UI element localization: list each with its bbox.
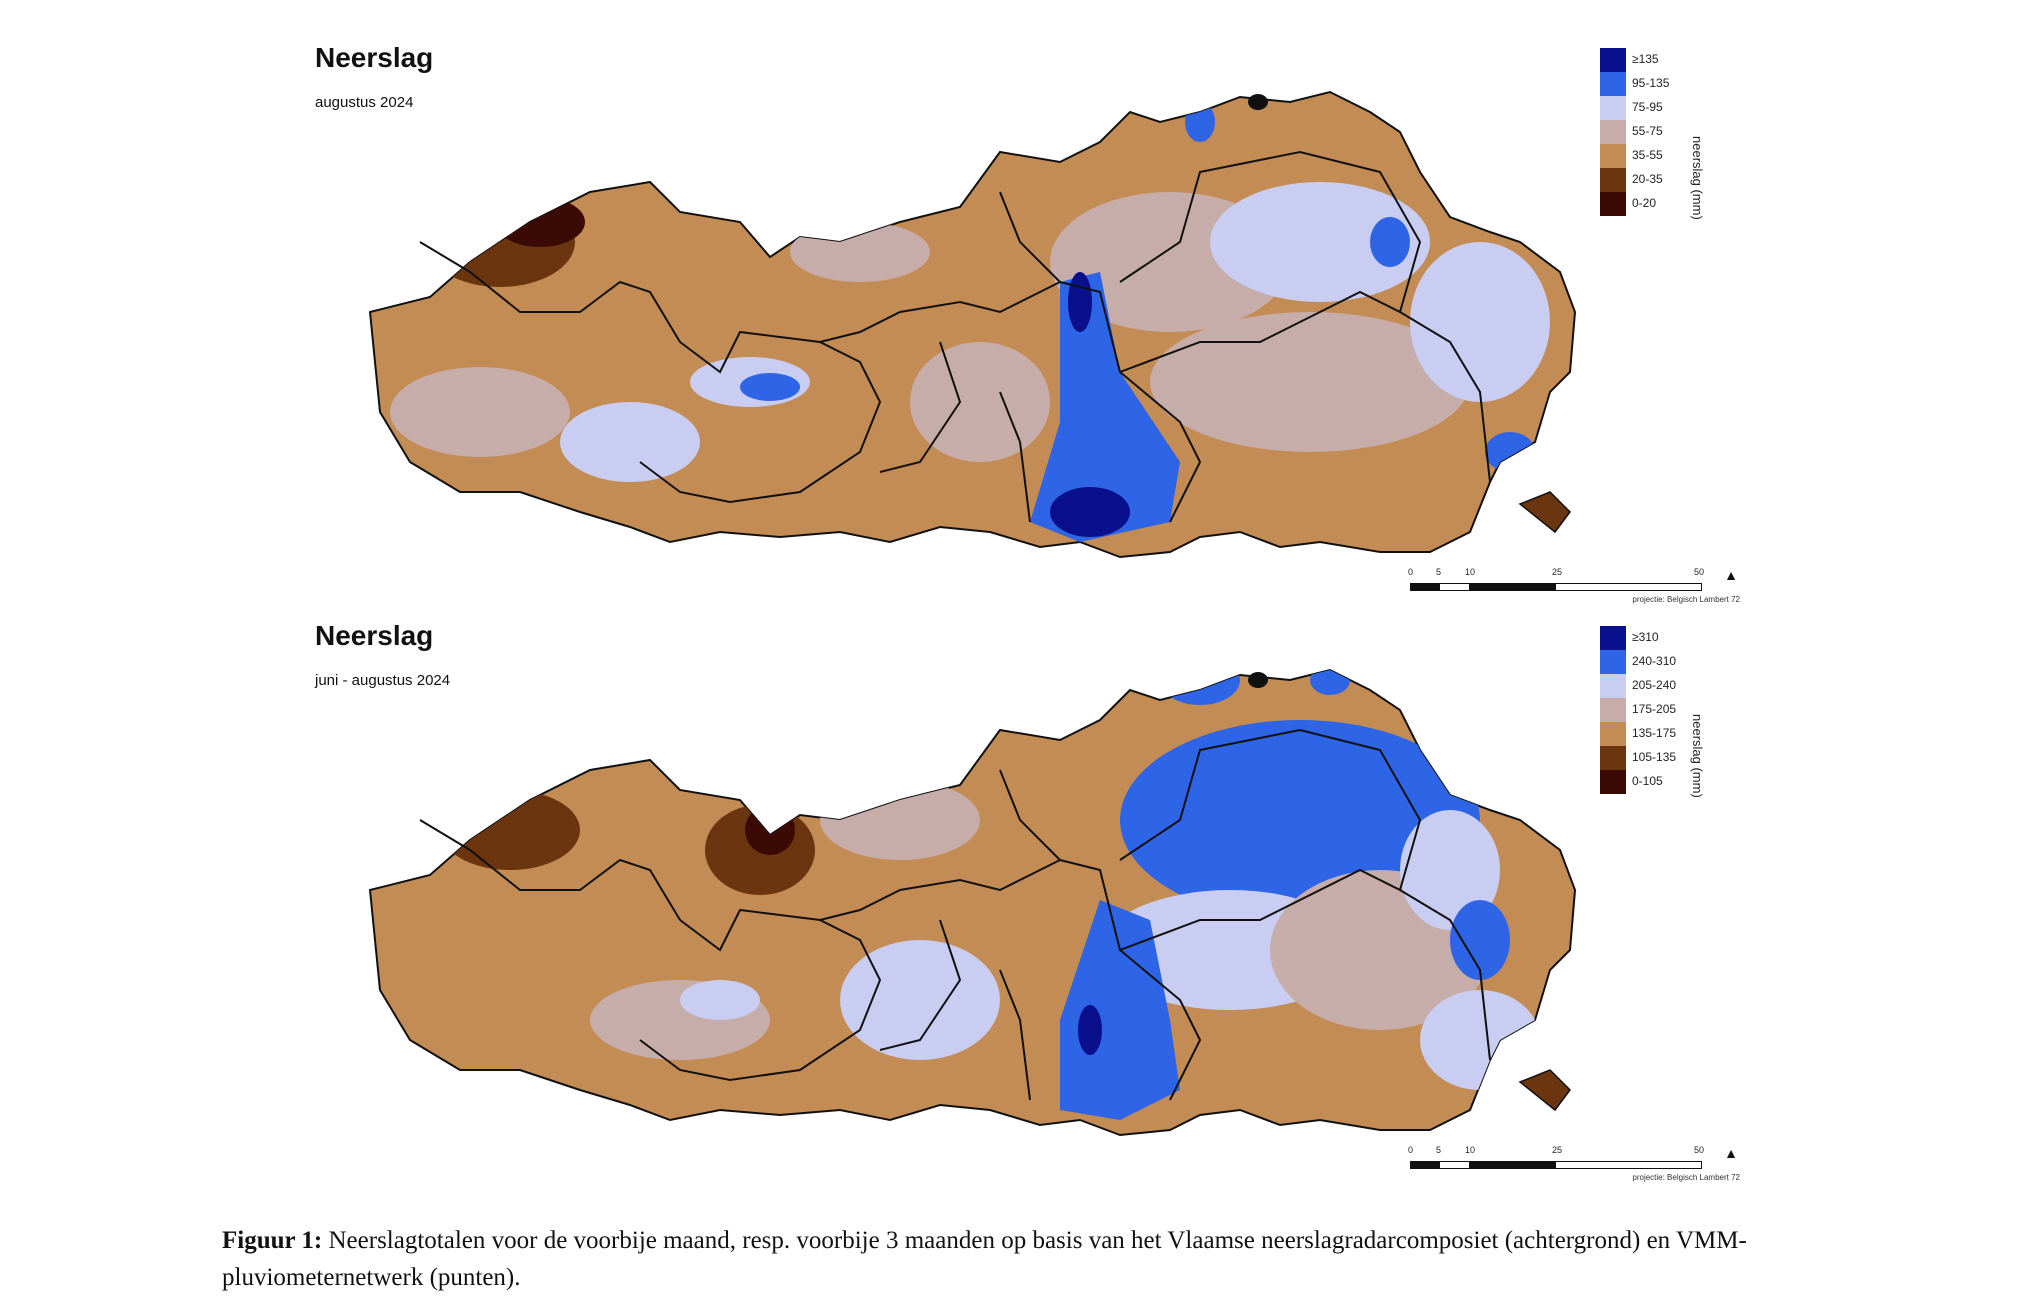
legend-swatch	[1600, 48, 1626, 72]
legend-label: ≥135	[1632, 52, 1659, 66]
legend-item: 20-35	[1600, 168, 1710, 192]
legend-swatch	[1600, 698, 1626, 722]
province-boundaries	[419, 728, 1491, 1101]
legend-item: 35-55	[1600, 144, 1710, 168]
precipitation-map	[368, 668, 1577, 1137]
legend-item: 205-240	[1600, 674, 1710, 698]
north-arrow-icon: ▲	[1724, 1145, 1738, 1161]
scale-segment	[1469, 584, 1556, 590]
scale-bar-graphic	[1410, 583, 1702, 591]
scale-tick-label: 10	[1465, 1145, 1476, 1155]
legend-label: 35-55	[1632, 148, 1663, 162]
scale-tick-label: 10	[1465, 567, 1476, 577]
enclave-outline	[1518, 1069, 1571, 1112]
panel-title: Neerslag	[315, 620, 434, 651]
legend-swatch	[1600, 650, 1626, 674]
legend-swatch	[1600, 168, 1626, 192]
precipitation-field	[390, 102, 1550, 542]
scale-tick-label: 25	[1552, 1145, 1563, 1155]
legend-swatch	[1600, 746, 1626, 770]
scale-bar: 0 5 10 25 50 ▲ projectie: Belgisch Lambe…	[1408, 567, 1740, 617]
legend-label: 175-205	[1632, 702, 1677, 716]
scale-tick-label: 0	[1408, 567, 1414, 577]
enclave-lake	[1248, 672, 1268, 688]
caption-label: Figuur 1:	[222, 1227, 323, 1254]
panel-subtitle: augustus 2024	[315, 94, 414, 111]
scale-tick-label: 50	[1694, 567, 1705, 577]
legend-item: 75-95	[1600, 96, 1710, 120]
legend-item: 55-75	[1600, 120, 1710, 144]
legend-swatch	[1600, 72, 1626, 96]
legend-item: 135-175	[1600, 722, 1710, 746]
legend-item: 175-205	[1600, 698, 1710, 722]
scale-segment	[1411, 584, 1440, 590]
legend-swatch	[1600, 144, 1626, 168]
legend-label: 95-135	[1632, 76, 1670, 90]
legend-label: 0-105	[1632, 774, 1663, 788]
caption-text: Neerslagtotalen voor de voorbije maand, …	[222, 1227, 1747, 1291]
legend-item: 240-310	[1600, 650, 1710, 674]
scale-tick-label: 0	[1408, 1145, 1414, 1155]
enclave-outline	[1518, 491, 1571, 534]
legend-swatch	[1600, 722, 1626, 746]
legend-item: ≥310	[1600, 626, 1710, 650]
panel-title: Neerslag	[315, 42, 434, 73]
legend-label: 105-135	[1632, 750, 1677, 764]
legend-item: ≥135	[1600, 48, 1710, 72]
legend: ≥310 240-310 205-240 175-205 135-175 105…	[1600, 626, 1735, 806]
legend-item: 0-105	[1600, 770, 1710, 794]
map-panel-august: Neerslag augustus 2024	[300, 42, 1750, 622]
scale-projection: projectie: Belgisch Lambert 72	[1632, 595, 1740, 604]
legend-label: 135-175	[1632, 726, 1677, 740]
legend-label: 0-20	[1632, 196, 1657, 210]
map-panel-summer: Neerslag juni - augustus 2024	[300, 620, 1750, 1200]
scale-tick-label: 25	[1552, 567, 1563, 577]
panel-subtitle: juni - augustus 2024	[315, 672, 451, 689]
legend-item: 95-135	[1600, 72, 1710, 96]
legend-swatch	[1600, 674, 1626, 698]
precipitation-field	[440, 670, 1540, 1120]
scale-tick-label: 5	[1436, 567, 1442, 577]
enclave-lake	[1248, 94, 1268, 110]
legend: ≥135 95-135 75-95 55-75 35-55 20-35 0-20…	[1600, 48, 1735, 228]
scale-tick-label: 50	[1694, 1145, 1705, 1155]
precipitation-map	[368, 90, 1577, 559]
scale-projection: projectie: Belgisch Lambert 72	[1632, 1173, 1740, 1182]
legend-label: 240-310	[1632, 654, 1677, 668]
legend-swatch	[1600, 770, 1626, 794]
legend-swatch	[1600, 96, 1626, 120]
legend-swatch	[1600, 120, 1626, 144]
scale-bar-graphic	[1410, 1161, 1702, 1169]
scale-tick-label: 5	[1436, 1145, 1442, 1155]
legend-label: 55-75	[1632, 124, 1663, 138]
legend-label: ≥310	[1632, 630, 1659, 644]
legend-label: 205-240	[1632, 678, 1677, 692]
figure-caption: Figuur 1: Neerslagtotalen voor de voorbi…	[222, 1222, 1812, 1296]
scale-segment	[1411, 1162, 1440, 1168]
legend-label: 20-35	[1632, 172, 1663, 186]
legend-unit: neerslag (mm)	[1690, 714, 1705, 798]
legend-swatch	[1600, 192, 1626, 216]
scale-bar: 0 5 10 25 50 ▲ projectie: Belgisch Lambe…	[1408, 1145, 1740, 1195]
scale-segment	[1469, 1162, 1556, 1168]
legend-unit: neerslag (mm)	[1690, 136, 1705, 220]
legend-item: 105-135	[1600, 746, 1710, 770]
legend-swatch	[1600, 626, 1626, 650]
north-arrow-icon: ▲	[1724, 567, 1738, 583]
province-boundaries	[419, 150, 1491, 523]
legend-item: 0-20	[1600, 192, 1710, 216]
legend-label: 75-95	[1632, 100, 1663, 114]
